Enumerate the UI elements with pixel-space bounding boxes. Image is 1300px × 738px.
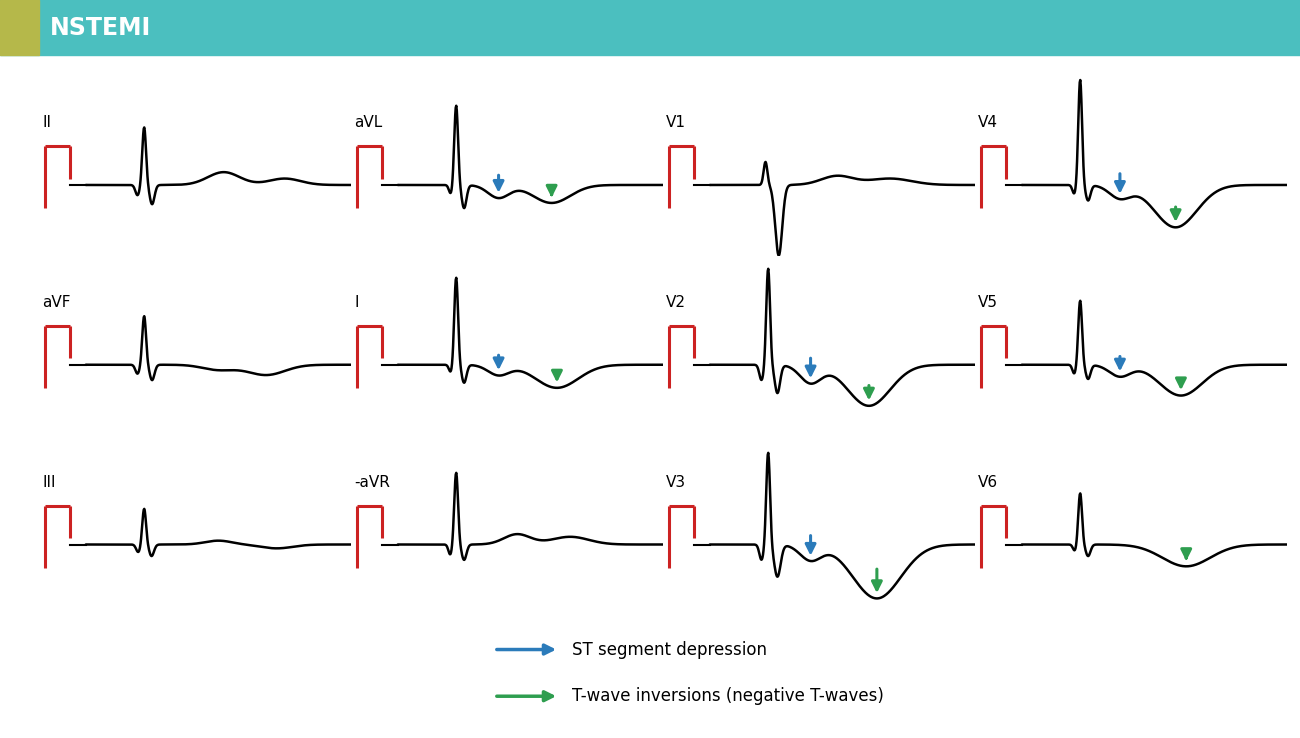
- Text: ST segment depression: ST segment depression: [572, 641, 767, 658]
- Text: V1: V1: [666, 115, 686, 131]
- Text: aVL: aVL: [354, 115, 382, 131]
- Text: T-wave inversions (negative T-waves): T-wave inversions (negative T-waves): [572, 687, 884, 706]
- Text: V3: V3: [666, 475, 686, 490]
- Text: V6: V6: [978, 475, 998, 490]
- Text: V5: V5: [978, 295, 998, 310]
- Text: II: II: [42, 115, 51, 131]
- Text: NSTEMI: NSTEMI: [49, 15, 151, 40]
- Text: III: III: [42, 475, 56, 490]
- Bar: [0, 0, 39, 55]
- Text: -aVR: -aVR: [354, 475, 390, 490]
- Text: aVF: aVF: [42, 295, 70, 310]
- Text: V4: V4: [978, 115, 998, 131]
- Text: I: I: [354, 295, 359, 310]
- Text: V2: V2: [666, 295, 686, 310]
